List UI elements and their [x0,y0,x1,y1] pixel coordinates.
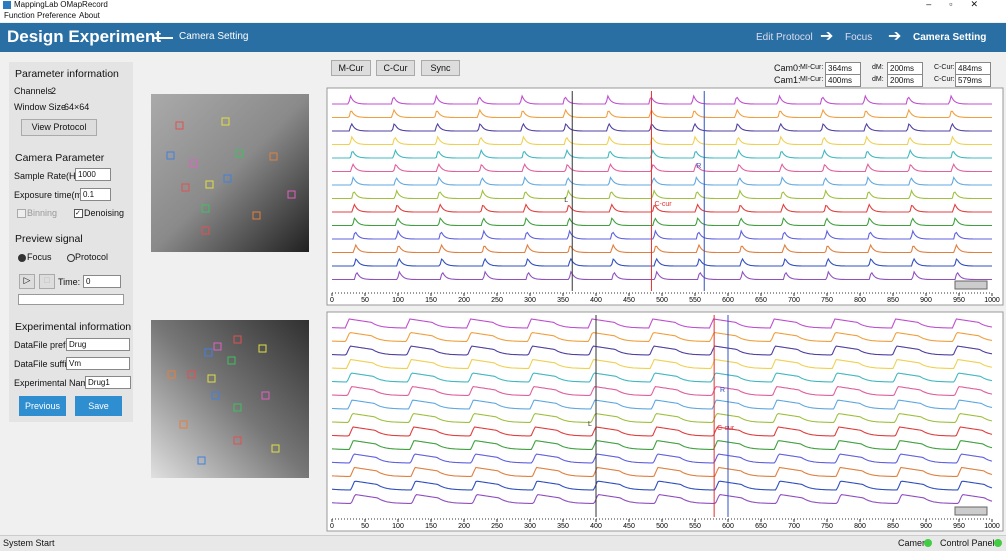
x-tick-label: 50 [361,297,369,304]
x-tick-label: 450 [623,297,635,304]
camera-image [151,94,309,252]
status-text: System Start [3,538,55,548]
x-tick-label: 200 [458,523,470,530]
x-tick-label: 250 [491,297,503,304]
x-tick-label: 750 [821,297,833,304]
x-tick-label: 950 [953,523,965,530]
x-tick-label: 900 [920,297,932,304]
x-tick-label: 900 [920,523,932,530]
x-tick-label: 0 [330,523,334,530]
x-tick-label: 300 [524,297,536,304]
x-tick-label: 450 [623,523,635,530]
x-tick-label: 500 [656,297,668,304]
trace-panel: 0 50 100 150 200 250 300 350 400 450 500 550 600 650 7… [327,312,1003,531]
x-tick-label: 700 [788,297,800,304]
cursor-r-label: R [720,387,725,394]
status-bar: System Start Camera Control Panel [0,535,1006,551]
x-tick-label: 150 [425,297,437,304]
x-tick-label: 350 [557,297,569,304]
x-tick-label: 550 [689,297,701,304]
x-tick-label: 700 [788,523,800,530]
x-tick-label: 200 [458,297,470,304]
status-light [924,539,932,547]
x-tick-label: 750 [821,523,833,530]
trace-panel: 0 50 100 150 200 250 300 350 400 450 500 550 600 650 7… [327,88,1003,305]
x-tick-label: 50 [361,523,369,530]
x-tick-label: 800 [854,297,866,304]
x-tick-label: 250 [491,523,503,530]
x-tick-label: 0 [330,297,334,304]
x-tick-label: 550 [689,523,701,530]
panel-frame [327,312,1003,531]
x-tick-label: 600 [722,297,734,304]
panel-frame [327,88,1003,305]
cursor-l-label: L [588,421,592,428]
x-tick-label: 100 [392,297,404,304]
status-control: Control Panel [940,538,995,548]
status-light [994,539,1002,547]
x-tick-label: 1000 [984,523,1000,530]
x-tick-label: 650 [755,523,767,530]
x-tick-label: 300 [524,523,536,530]
plot-tools [955,281,987,289]
x-tick-label: 950 [953,297,965,304]
x-tick-label: 850 [887,523,899,530]
x-tick-label: 650 [755,297,767,304]
cursor-l-label: L [564,197,568,204]
cursor-r-label: R [696,163,701,170]
plots: 0501001502002503003504004505005506006507… [0,0,1006,532]
cursor-c-label: C-cur [654,201,672,208]
x-tick-label: 600 [722,523,734,530]
x-tick-label: 500 [656,523,668,530]
x-tick-label: 350 [557,523,569,530]
camera-image [151,320,309,478]
x-tick-label: 100 [392,523,404,530]
plot-tools [955,507,987,515]
x-tick-label: 1000 [984,297,1000,304]
x-tick-label: 400 [590,523,602,530]
x-tick-label: 850 [887,297,899,304]
x-tick-label: 400 [590,297,602,304]
x-tick-label: 150 [425,523,437,530]
x-tick-label: 800 [854,523,866,530]
cursor-c-label: C-cur [717,425,735,432]
